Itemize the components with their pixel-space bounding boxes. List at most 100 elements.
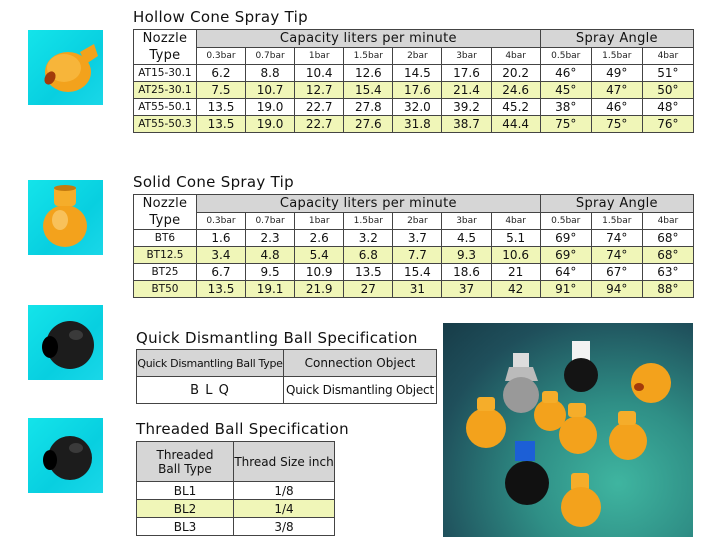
spray-angle-cell: 48°	[641, 98, 695, 116]
nozzle-type-cell: AT15-30.1	[133, 64, 197, 82]
threaded-ball-title: Threaded Ball Specification	[136, 420, 349, 438]
table-row: BL2 1/4	[136, 499, 335, 518]
quick-dismantling-title: Quick Dismantling Ball Specification	[136, 329, 418, 347]
capacity-cell: 5.1	[490, 229, 541, 247]
threaded-ball-thumbnail	[28, 418, 103, 493]
capacity-cell: 22.7	[294, 115, 345, 133]
capacity-cell: 6.7	[195, 263, 247, 281]
angle-col-header: 1.5bar	[590, 212, 643, 230]
capacity-cell: 3.2	[343, 229, 394, 247]
nozzle-type-cell: BT50	[133, 280, 197, 298]
spray-angle-cell: 45°	[539, 81, 592, 99]
spray-angle-cell: 64°	[539, 263, 592, 281]
hollow-cone-table: Nozzle Type Capacity liters per minute Sp…	[133, 29, 695, 133]
capacity-cell: 8.8	[245, 64, 296, 82]
capacity-cell: 2.3	[245, 229, 296, 247]
spray-angle-cell: 63°	[641, 263, 695, 281]
capacity-cell: 22.7	[294, 98, 345, 116]
spray-angle-cell: 38°	[539, 98, 592, 116]
threaded-type-cell: BL3	[136, 517, 234, 536]
spray-angle-cell: 74°	[590, 229, 643, 247]
capacity-cell: 19.1	[245, 280, 296, 298]
capacity-cell: 10.6	[490, 246, 541, 264]
threaded-type-cell: BL2	[136, 499, 234, 518]
capacity-cell: 6.2	[195, 64, 247, 82]
capacity-col-header: 4bar	[490, 212, 541, 230]
spray-angle-cell: 67°	[590, 263, 643, 281]
capacity-cell: 13.5	[195, 280, 247, 298]
capacity-col-header: 1bar	[294, 212, 345, 230]
capacity-cell: 6.8	[343, 246, 394, 264]
spray-angle-header: Spray Angle	[539, 194, 695, 213]
capacity-cell: 27	[343, 280, 394, 298]
quick-dismantling-ball-thumbnail	[28, 305, 103, 380]
angle-col-header: 1.5bar	[590, 47, 643, 65]
thread-size-cell: 1/8	[233, 481, 335, 500]
capacity-cell: 3.7	[392, 229, 443, 247]
nozzle-type-header: Nozzle Type	[133, 29, 197, 65]
capacity-cell: 9.3	[441, 246, 492, 264]
capacity-cell: 2.6	[294, 229, 345, 247]
quick-dismantling-table: Quick Dismantling Ball Type Connection O…	[136, 349, 437, 404]
capacity-cell: 44.4	[490, 115, 541, 133]
capacity-cell: 24.6	[490, 81, 541, 99]
nozzle-type-cell: AT55-50.1	[133, 98, 197, 116]
capacity-col-header: 1.5bar	[343, 212, 394, 230]
capacity-cell: 19.0	[245, 115, 296, 133]
capacity-cell: 21	[490, 263, 541, 281]
spray-angle-header: Spray Angle	[539, 29, 695, 48]
angle-col-header: 0.5bar	[539, 212, 592, 230]
capacity-cell: 9.5	[245, 263, 296, 281]
table-row: BL3 3/8	[136, 517, 335, 536]
capacity-cell: 13.5	[343, 263, 394, 281]
capacity-cell: 27.6	[343, 115, 394, 133]
spray-angle-cell: 69°	[539, 229, 592, 247]
angle-col-header: 4bar	[641, 47, 695, 65]
capacity-col-header: 3bar	[441, 47, 492, 65]
capacity-col-header: 1.5bar	[343, 47, 394, 65]
capacity-cell: 4.5	[441, 229, 492, 247]
threaded-type-header: Threaded Ball Type	[136, 441, 234, 482]
capacity-cell: 12.7	[294, 81, 345, 99]
spray-angle-cell: 46°	[590, 98, 643, 116]
capacity-cell: 31.8	[392, 115, 443, 133]
connection-object-header: Connection Object	[283, 349, 437, 377]
table-row: AT25-30.1 7.5 10.7 12.7 15.4 17.6 21.4 24.6 45° 4…	[133, 81, 695, 99]
capacity-cell: 15.4	[392, 263, 443, 281]
capacity-col-header: 2bar	[392, 212, 443, 230]
capacity-cell: 39.2	[441, 98, 492, 116]
capacity-cell: 17.6	[441, 64, 492, 82]
spray-angle-cell: 46°	[539, 64, 592, 82]
table-row: BL1 1/8	[136, 481, 335, 500]
capacity-cell: 7.7	[392, 246, 443, 264]
capacity-cell: 14.5	[392, 64, 443, 82]
quick-type-header: Quick Dismantling Ball Type	[136, 349, 284, 377]
spray-angle-cell: 68°	[641, 229, 695, 247]
capacity-col-header: 1bar	[294, 47, 345, 65]
hollow-cone-thumbnail	[28, 30, 103, 105]
capacity-col-header: 0.7bar	[245, 47, 296, 65]
thread-size-header: Thread Size inch	[233, 441, 335, 482]
capacity-col-header: 0.3bar	[195, 47, 247, 65]
table-row: BT12.5 3.4 4.8 5.4 6.8 7.7 9.3 10.6 69° 74° 68°	[133, 246, 695, 264]
table-row: AT15-30.1 6.2 8.8 10.4 12.6 14.5 17.6 20.2 46° 49…	[133, 64, 695, 82]
capacity-header: Capacity liters per minute	[195, 194, 541, 213]
nozzle-type-cell: BT25	[133, 263, 197, 281]
capacity-cell: 10.7	[245, 81, 296, 99]
nozzle-type-cell: AT55-50.3	[133, 115, 197, 133]
connection-object-value: Quick Dismantling Object	[283, 376, 437, 404]
nozzle-type-header: Nozzle Type	[133, 194, 197, 230]
solid-cone-thumbnail	[28, 180, 103, 255]
spray-angle-cell: 74°	[590, 246, 643, 264]
capacity-header: Capacity liters per minute	[195, 29, 541, 48]
thread-size-cell: 3/8	[233, 517, 335, 536]
spray-angle-cell: 69°	[539, 246, 592, 264]
capacity-cell: 3.4	[195, 246, 247, 264]
spray-angle-cell: 75°	[539, 115, 592, 133]
capacity-cell: 13.5	[195, 115, 247, 133]
capacity-cell: 37	[441, 280, 492, 298]
capacity-cell: 20.2	[490, 64, 541, 82]
capacity-cell: 32.0	[392, 98, 443, 116]
capacity-cell: 45.2	[490, 98, 541, 116]
capacity-col-header: 4bar	[490, 47, 541, 65]
